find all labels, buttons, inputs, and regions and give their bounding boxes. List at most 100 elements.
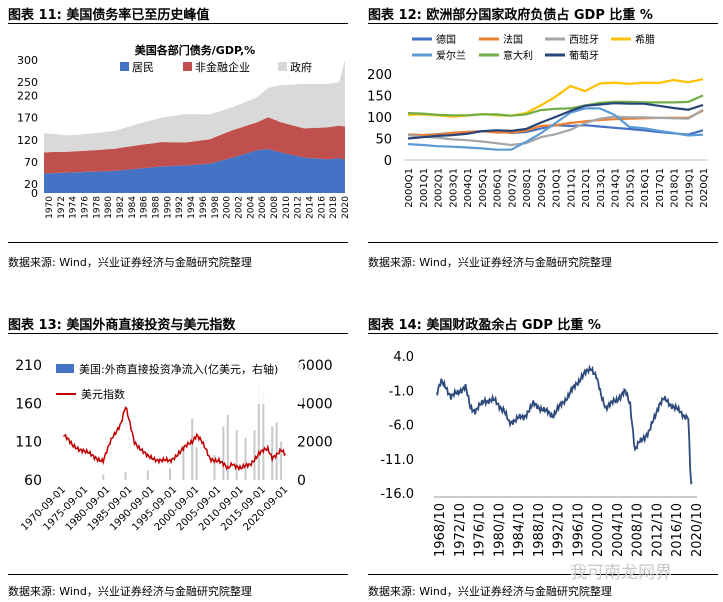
bar-fdi-2016 [262, 389, 265, 480]
y-tick-220: 220 [17, 89, 38, 102]
chart-14-rule-bottom [368, 574, 718, 575]
left-y-tick-160: 160 [15, 396, 42, 412]
y-tick--1: -1.0 [389, 384, 414, 399]
bar-fdi-2015 [257, 384, 260, 480]
y-tick-70: 70 [24, 156, 38, 169]
legend-swatch-政府 [278, 62, 287, 71]
chart-11-rule [8, 23, 348, 24]
legend-swatch-非金融企业 [183, 62, 192, 71]
left-y-tick-60: 60 [24, 473, 42, 489]
x-tick-2013Q1: 2013Q1 [596, 168, 607, 208]
x-tick-2010: 2010 [282, 196, 292, 219]
x-tick-2018Q1: 2018Q1 [670, 168, 681, 208]
chart-11-rule-bottom [8, 242, 348, 243]
bar-fdi-2018 [271, 426, 274, 480]
chart-14-rule [368, 333, 718, 334]
left-y-tick-110: 110 [15, 435, 42, 451]
line-西班牙 [407, 108, 704, 147]
chart-13-source: 数据来源: Wind，兴业证券经济与金融研究院整理 [8, 585, 252, 598]
x-tick-2007Q1: 2007Q1 [507, 168, 518, 208]
legend-政府: 政府 [290, 60, 312, 74]
x-tick-2005Q1: 2005Q1 [478, 168, 489, 208]
bar-fdi-1990 [146, 470, 149, 480]
x-tick-2011Q1: 2011Q1 [566, 168, 577, 208]
x-tick-1996: 1996 [199, 196, 209, 219]
legend-bg-意大利 [477, 48, 537, 62]
x-tick-2014Q1: 2014Q1 [611, 168, 622, 208]
x-tick-1968/10: 1968/10 [433, 503, 448, 557]
legend-西班牙: 西班牙 [569, 34, 599, 46]
x-tick-2006: 2006 [258, 196, 268, 219]
x-tick-2016Q1: 2016Q1 [640, 168, 651, 208]
legend-居民: 居民 [132, 61, 154, 74]
chart-12-europe-debt-lines: 0 50 100 150 200 2000Q1 2001Q1 2002Q1 2003Q1 2004… [367, 32, 710, 208]
x-tick-2003Q1: 2003Q1 [448, 168, 459, 208]
x-tick-2002: 2002 [234, 196, 244, 219]
bar-fdi-2001 [195, 447, 198, 480]
bar-fdi-1985 [124, 472, 127, 480]
bar-fdi-2000 [191, 418, 194, 480]
bar-fdi-2014 [253, 430, 256, 480]
legend-爱尔兰: 爱尔兰 [436, 49, 466, 62]
bar-fdi-2019 [275, 422, 278, 480]
legend-bg-西班牙 [543, 32, 603, 46]
bar-fdi-1995 [169, 468, 171, 480]
x-tick-2010Q1: 2010Q1 [552, 168, 563, 208]
x-tick-1990: 1990 [163, 196, 173, 219]
y-tick-20: 20 [24, 178, 38, 191]
legend-意大利: 意大利 [503, 49, 533, 62]
legend-bg-希腊 [609, 32, 669, 46]
y-tick-4: 4.0 [393, 350, 414, 365]
y-tick-300: 300 [17, 54, 38, 67]
x-tick-2020Q1: 2020Q1 [699, 168, 710, 208]
x-tick-1972/10: 1972/10 [453, 503, 468, 557]
right-y-tick-0: 0 [297, 473, 306, 489]
x-tick-2006Q1: 2006Q1 [493, 168, 504, 208]
x-tick-1980: 1980 [104, 196, 114, 219]
chart-title: 美国各部门债务/GDP,% [135, 43, 255, 57]
chart-13-rule [8, 333, 348, 334]
bar-fdi-2020 [280, 441, 283, 480]
y-tick-0: 0 [31, 187, 38, 200]
x-tick-2000Q1: 2000Q1 [404, 168, 415, 208]
x-tick-2012/10: 2012/10 [650, 503, 665, 557]
x-tick-2004Q1: 2004Q1 [463, 168, 474, 208]
chart-14-title: 图表 14: 美国财政盈余占 GDP 比重 % [368, 318, 601, 333]
legend-非金融企业: 非金融企业 [195, 60, 250, 74]
legend-德国: 德国 [436, 33, 456, 46]
chart-12-title: 图表 12: 欧洲部分国家政府负债占 GDP 比重 % [368, 8, 653, 23]
area-居民 [44, 149, 345, 193]
bar-fdi-2010 [235, 430, 238, 480]
x-tick-2015Q1: 2015Q1 [625, 168, 636, 208]
x-tick-2019Q1: 2019Q1 [684, 168, 695, 208]
x-tick-1982: 1982 [116, 196, 126, 219]
x-tick-2016: 2016 [317, 196, 327, 219]
y-tick-0: 0 [384, 154, 392, 169]
bar-fdi-1980 [102, 474, 105, 480]
y-tick--16: -16.0 [380, 487, 414, 502]
legend-bg-葡萄牙 [543, 48, 603, 62]
x-tick-2016/10: 2016/10 [670, 503, 685, 557]
x-tick-1992/10: 1992/10 [552, 503, 567, 557]
right-y-tick-6000: 6000 [297, 358, 333, 374]
line-dollar-index [63, 406, 287, 472]
chart-13-rule-bottom [8, 574, 348, 575]
legend-fdi: 美国:外商直接投资净流入(亿美元，右轴) [79, 362, 278, 376]
line-爱尔兰 [407, 107, 704, 151]
x-tick-2018: 2018 [329, 196, 339, 219]
x-tick-2004/10: 2004/10 [611, 503, 626, 557]
y-tick-50: 50 [375, 133, 392, 148]
legend-希腊: 希腊 [635, 33, 655, 46]
y-tick-100: 100 [367, 111, 392, 126]
x-tick-1980/10: 1980/10 [492, 503, 507, 557]
y-tick-120: 120 [17, 134, 38, 147]
x-tick-1976/10: 1976/10 [473, 503, 488, 557]
x-tick-2012Q1: 2012Q1 [581, 168, 592, 208]
area-非金融企业 [44, 117, 345, 174]
x-tick-2004: 2004 [246, 196, 256, 219]
right-y-tick-2000: 2000 [297, 435, 333, 451]
left-y-tick-210: 210 [15, 358, 42, 374]
chart-12-rule-bottom [368, 242, 718, 243]
y-tick--6: -6.0 [389, 419, 414, 434]
bar-fdi-2007 [222, 426, 225, 480]
